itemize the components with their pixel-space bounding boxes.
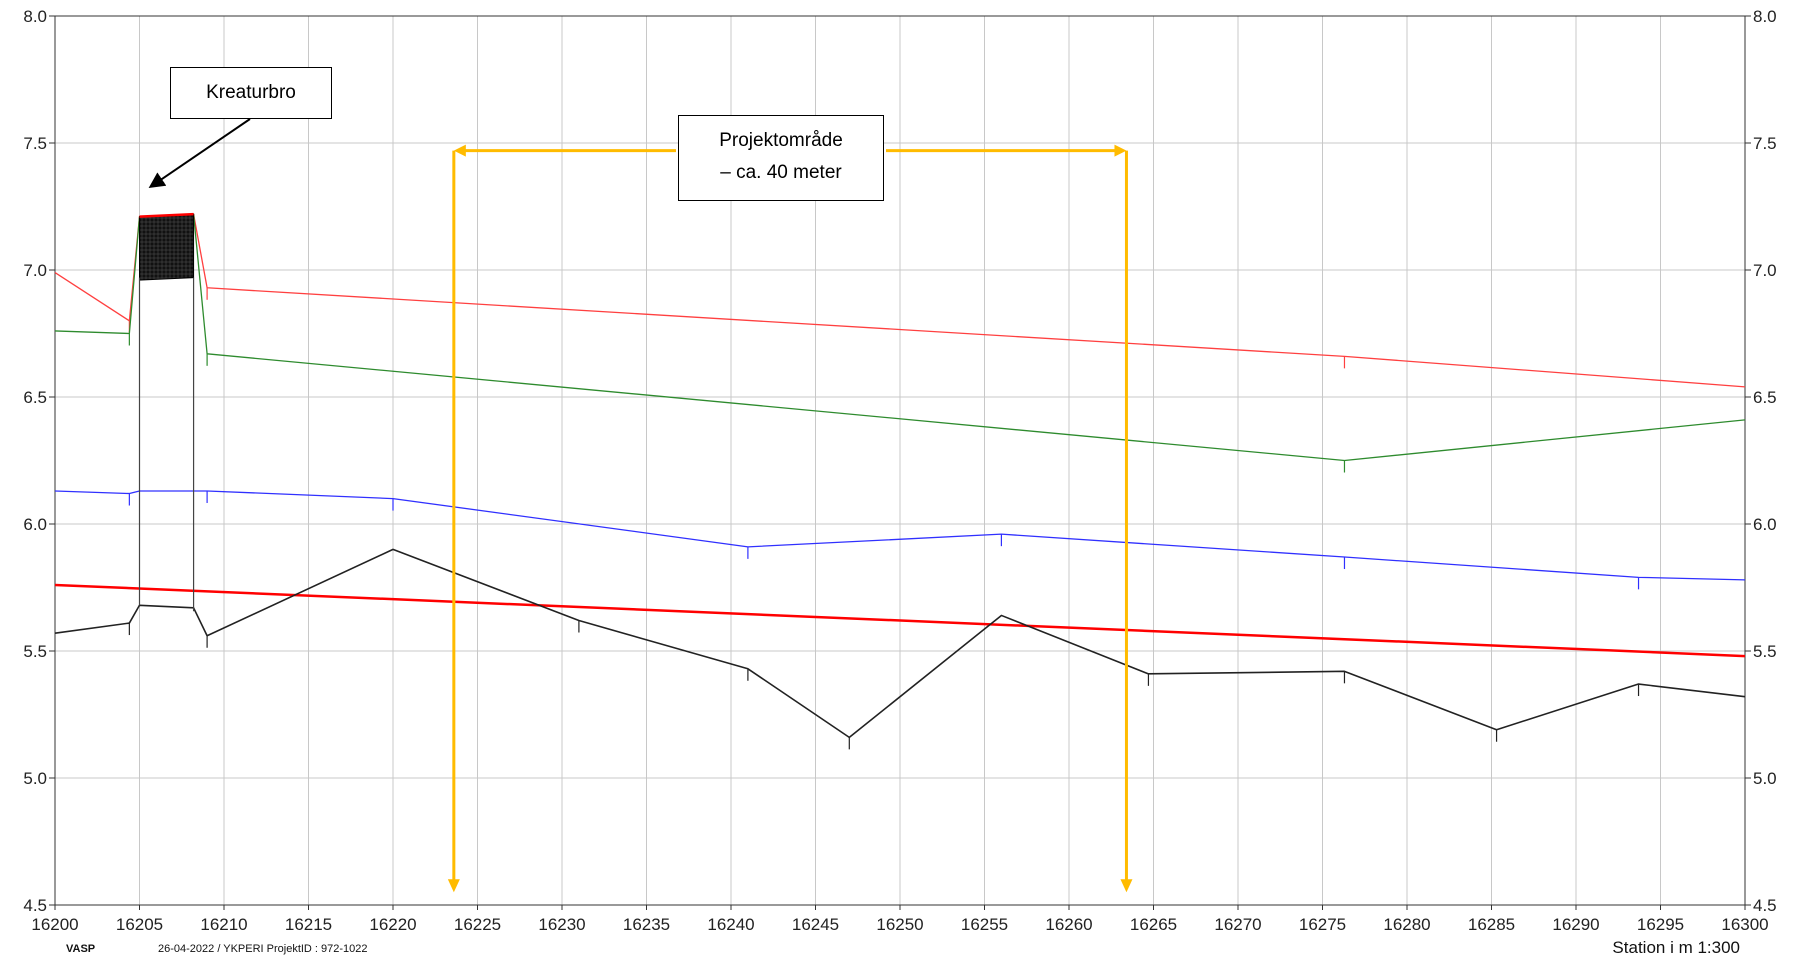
project-arrowhead-left bbox=[453, 144, 466, 157]
kreaturbro-arrow bbox=[148, 118, 251, 189]
project-boundary-arrowhead-left bbox=[447, 879, 460, 893]
series-line-2 bbox=[54, 490, 1746, 581]
x-tick-label: 16275 bbox=[1299, 915, 1346, 934]
x-tick-label: 16210 bbox=[200, 915, 247, 934]
y-tick-label-left: 6.5 bbox=[23, 388, 47, 407]
x-tick-label: 16290 bbox=[1552, 915, 1599, 934]
y-tick-label-right: 8.0 bbox=[1753, 7, 1777, 26]
x-tick-label: 16295 bbox=[1637, 915, 1684, 934]
annotations bbox=[148, 118, 1133, 893]
x-tick-label: 16205 bbox=[116, 915, 163, 934]
projektomrade-label-line2: – ca. 40 meter bbox=[720, 162, 842, 183]
kreaturbro-callout: Kreaturbro bbox=[170, 67, 332, 119]
y-tick-label-right: 4.5 bbox=[1753, 896, 1777, 915]
x-tick-label: 16215 bbox=[285, 915, 332, 934]
y-tick-label-left: 7.0 bbox=[23, 261, 47, 280]
x-tick-label: 16200 bbox=[31, 915, 78, 934]
bridge-top-line bbox=[139, 212, 194, 218]
x-tick-label: 16255 bbox=[961, 915, 1008, 934]
project-arrowhead-right bbox=[1114, 144, 1127, 157]
x-tick-label: 16285 bbox=[1468, 915, 1515, 934]
y-tick-label-right: 5.5 bbox=[1753, 642, 1777, 661]
bridge-structure bbox=[138, 212, 195, 612]
y-tick-label-right: 6.0 bbox=[1753, 515, 1777, 534]
x-tick-label: 16265 bbox=[1130, 915, 1177, 934]
x-tick-label: 16225 bbox=[454, 915, 501, 934]
x-axis-label: Station i m 1:300 bbox=[1612, 938, 1740, 957]
y-tick-label-right: 6.5 bbox=[1753, 388, 1777, 407]
x-tick-label: 16280 bbox=[1383, 915, 1430, 934]
x-tick-label: 16260 bbox=[1045, 915, 1092, 934]
kreaturbro-label: Kreaturbro bbox=[206, 82, 296, 103]
y-tick-label-left: 8.0 bbox=[23, 7, 47, 26]
footer-vasp: VASP bbox=[66, 943, 96, 955]
y-tick-label-right: 5.0 bbox=[1753, 769, 1777, 788]
projektomrade-label-line1: Projektområde bbox=[719, 130, 843, 151]
y-tick-label-left: 5.0 bbox=[23, 769, 47, 788]
x-tick-label: 16220 bbox=[369, 915, 416, 934]
footer-meta: 26-04-2022 / YKPERI ProjektID : 972-1022 bbox=[158, 943, 368, 955]
y-tick-label-right: 7.0 bbox=[1753, 261, 1777, 280]
series-line-3 bbox=[54, 583, 1746, 658]
x-tick-label: 16250 bbox=[876, 915, 923, 934]
x-tick-label: 16300 bbox=[1721, 915, 1768, 934]
y-tick-label-left: 7.5 bbox=[23, 134, 47, 153]
x-tick-label: 16235 bbox=[623, 915, 670, 934]
project-boundary-arrowhead-right bbox=[1120, 879, 1133, 893]
y-tick-label-left: 4.5 bbox=[23, 896, 47, 915]
y-tick-label-right: 7.5 bbox=[1753, 134, 1777, 153]
y-tick-label-left: 6.0 bbox=[23, 515, 47, 534]
projektomrade-callout: Projektområde – ca. 40 meter bbox=[678, 115, 884, 201]
x-tick-label: 16245 bbox=[792, 915, 839, 934]
x-tick-label: 16230 bbox=[538, 915, 585, 934]
bridge-deck bbox=[139, 213, 195, 281]
y-tick-label-left: 5.5 bbox=[23, 642, 47, 661]
x-tick-label: 16270 bbox=[1214, 915, 1261, 934]
x-tick-label: 16240 bbox=[707, 915, 754, 934]
axis-ticks: 4.5 4.5 5.0 5.0 5.5 5.5 6.0 6.0 6.5 6.5 7.0 7.0 7.5 7… bbox=[23, 7, 1776, 934]
